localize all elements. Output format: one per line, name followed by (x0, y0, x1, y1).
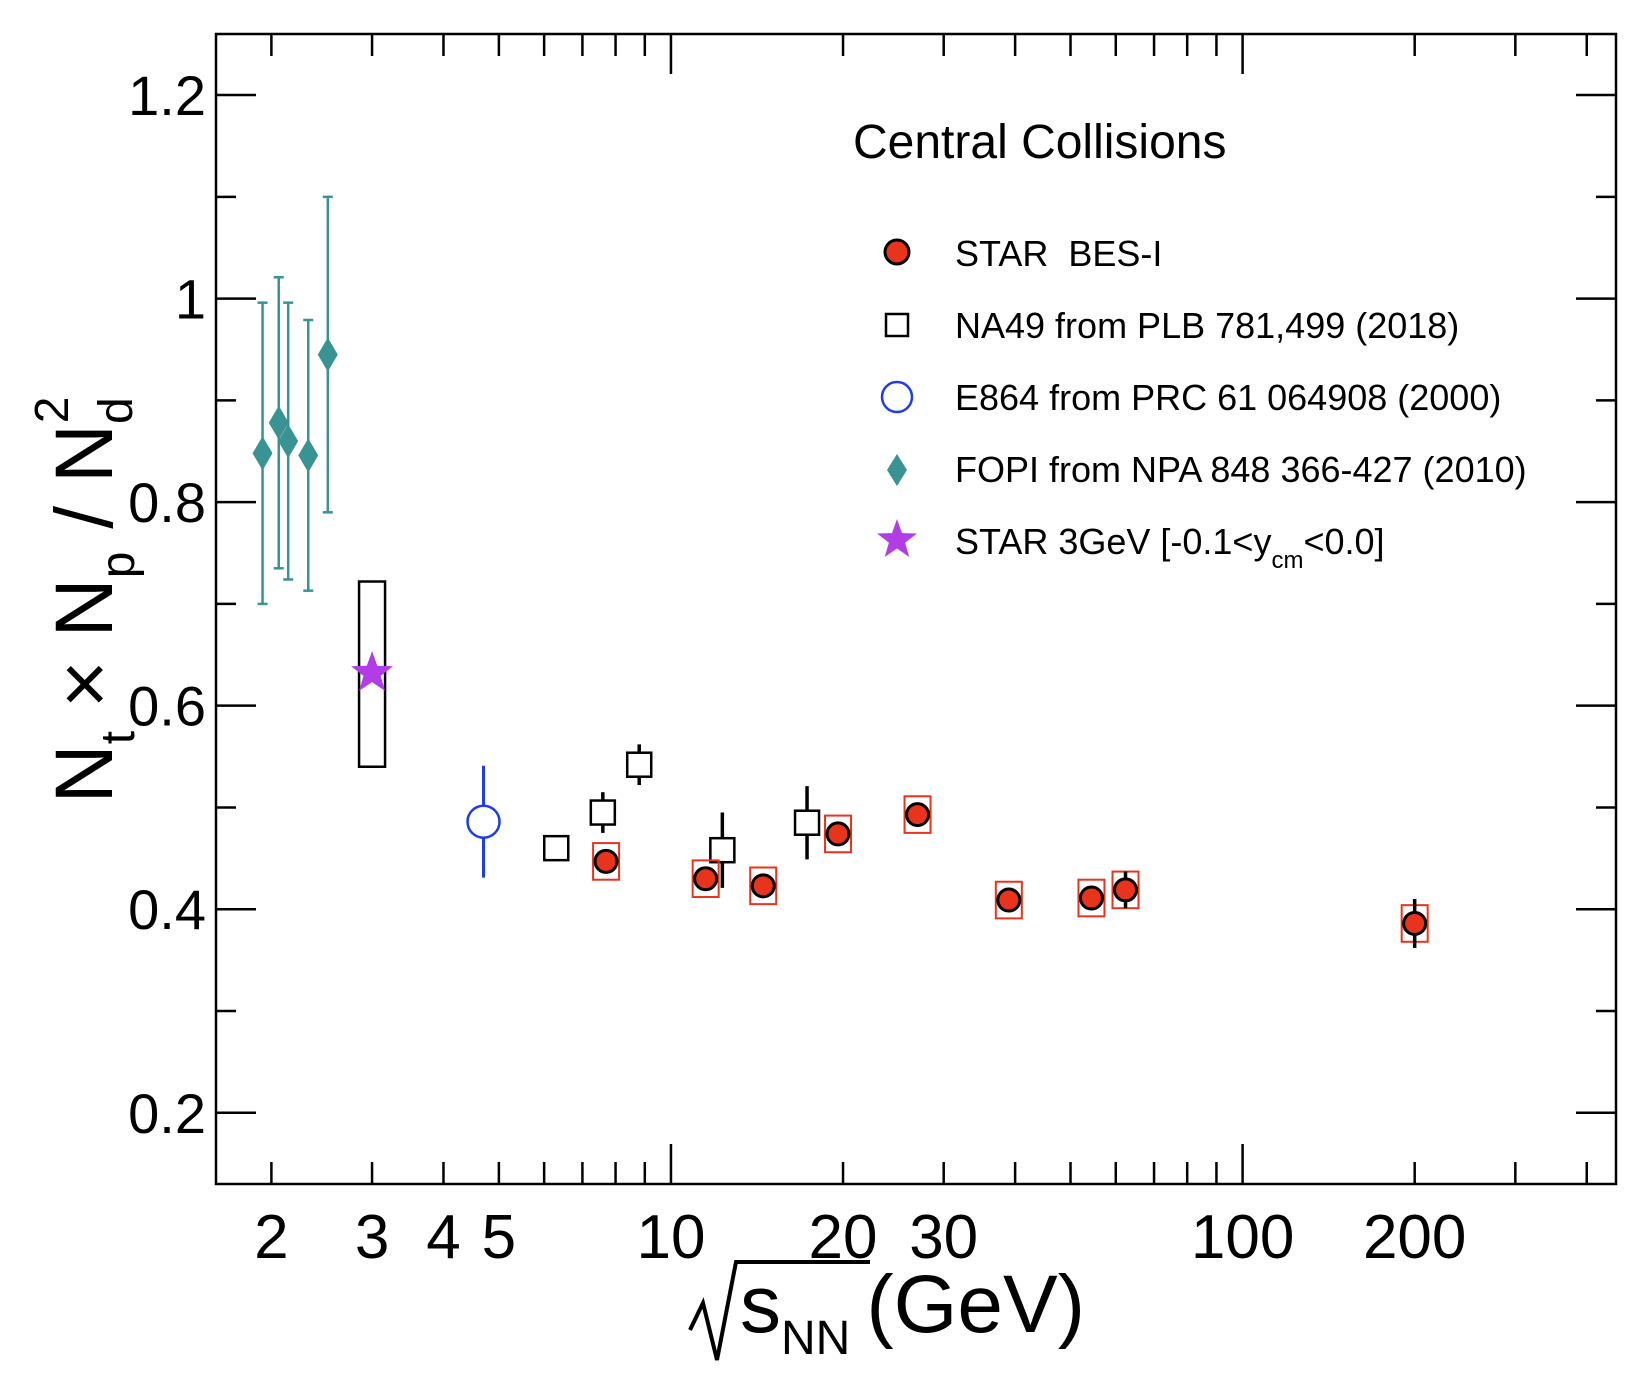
x-tick-label: 4 (426, 1203, 460, 1272)
star-bes-point (825, 821, 851, 847)
legend-marker-fopi (887, 454, 907, 486)
star-bes-point (693, 866, 719, 892)
star-bes-point (1402, 910, 1428, 936)
star-bes-point (1078, 885, 1104, 911)
y-title-div-nd: / N (39, 424, 130, 552)
y-tick-label: 0.6 (128, 675, 206, 738)
na49-point (625, 751, 653, 778)
y-tick-label: 0.8 (128, 471, 206, 534)
svg-text:sNN(GeV): sNN (GeV) (740, 1259, 1085, 1365)
y-tick-label: 0.2 (128, 1082, 206, 1145)
legend-label-fopi: FOPI from NPA 848 366-427 (2010) (955, 449, 1527, 490)
fopi-point (317, 337, 338, 372)
legend-label-star-bes: STAR BES-I (955, 233, 1162, 274)
legend-marker-na49 (884, 312, 910, 338)
svg-text:Nt × Np / Nd2: Nt × Np / Nd2 (26, 397, 145, 804)
legend: STAR BES-I NA49 from PLB 781,499 (2018) … (877, 233, 1527, 574)
y-title-times-np: × N (39, 578, 130, 731)
x-title-unit: (GeV) (866, 1259, 1085, 1350)
x-tick-label: 200 (1363, 1203, 1466, 1272)
star-bes-sys-box (994, 880, 1023, 920)
legend-label-e864: E864 from PRC 61 064908 (2000) (955, 377, 1501, 418)
na49-point (589, 799, 617, 826)
y-title-sub-p: p (92, 552, 145, 579)
x-title-sub-nn: NN (781, 1312, 850, 1365)
x-tick-label: 5 (482, 1203, 516, 1272)
star-bes-sys-box (1077, 878, 1106, 918)
data-layer (252, 195, 1429, 948)
plot-frame (214, 32, 1618, 1186)
fopi-point (252, 436, 273, 471)
legend-label-star3-tail: <0.0] (1303, 521, 1384, 562)
y-title-sub-t: t (92, 731, 145, 744)
legend-marker-e864 (880, 380, 914, 414)
y-title-nt: N (39, 744, 130, 803)
legend-marker-star-bes (883, 238, 911, 266)
y-axis-title: Nt × Np / Nd2 (26, 397, 145, 804)
y-tick-label: 0.4 (128, 878, 206, 941)
legend-label-na49: NA49 from PLB 781,499 (2018) (955, 305, 1459, 346)
y-tick-label: 1 (175, 268, 206, 331)
legend-label-star3: STAR 3GeV [-0.1<ycm<0.0] (955, 521, 1385, 574)
star-bes-point (593, 848, 619, 874)
axes-layer: 0.20.40.60.811.22 3 4 5 10 20 30 100 200 (128, 34, 1616, 1272)
star3-point (351, 651, 393, 691)
na49-point (709, 836, 736, 864)
legend-label-star3-main: STAR 3GeV [-0.1<y (955, 521, 1271, 562)
na49-point (543, 834, 570, 862)
legend-label-star3-sub: cm (1271, 547, 1303, 574)
y-tick-label: 1.2 (128, 64, 206, 127)
legend-star-shape (877, 519, 917, 557)
sqrt-symbol-icon (688, 1260, 870, 1361)
x-axis-title: sNN (GeV) (688, 1259, 1085, 1365)
annotation-central-collisions: Central Collisions (853, 116, 1226, 169)
star-bes-sys-box (749, 866, 778, 906)
star-bes-point (750, 873, 776, 899)
x-tick-label: 2 (254, 1203, 288, 1272)
star-bes-point (1113, 877, 1139, 903)
star-bes-point (905, 802, 931, 828)
star-bes-sys-box (691, 859, 720, 899)
x-tick-label: 10 (636, 1203, 705, 1272)
fopi-point (298, 438, 319, 473)
star-bes-point (996, 887, 1022, 913)
star-bes-sys-box (592, 842, 621, 881)
x-title-s: s (740, 1259, 781, 1350)
y-title-sub-d: d (90, 397, 143, 424)
fopi-point (268, 405, 289, 440)
star3-sys-box (357, 580, 387, 768)
fopi-point (278, 424, 299, 459)
legend-marker-star3 (877, 519, 917, 557)
x-tick-label: 100 (1191, 1203, 1294, 1272)
star-bes-sys-box (824, 814, 853, 854)
star-bes-sys-box (903, 795, 932, 834)
x-tick-label: 30 (909, 1203, 978, 1272)
e864-point (466, 804, 501, 839)
y-title-sup-2: 2 (26, 397, 79, 424)
na49-point (793, 809, 821, 836)
x-tick-label: 3 (355, 1203, 389, 1272)
